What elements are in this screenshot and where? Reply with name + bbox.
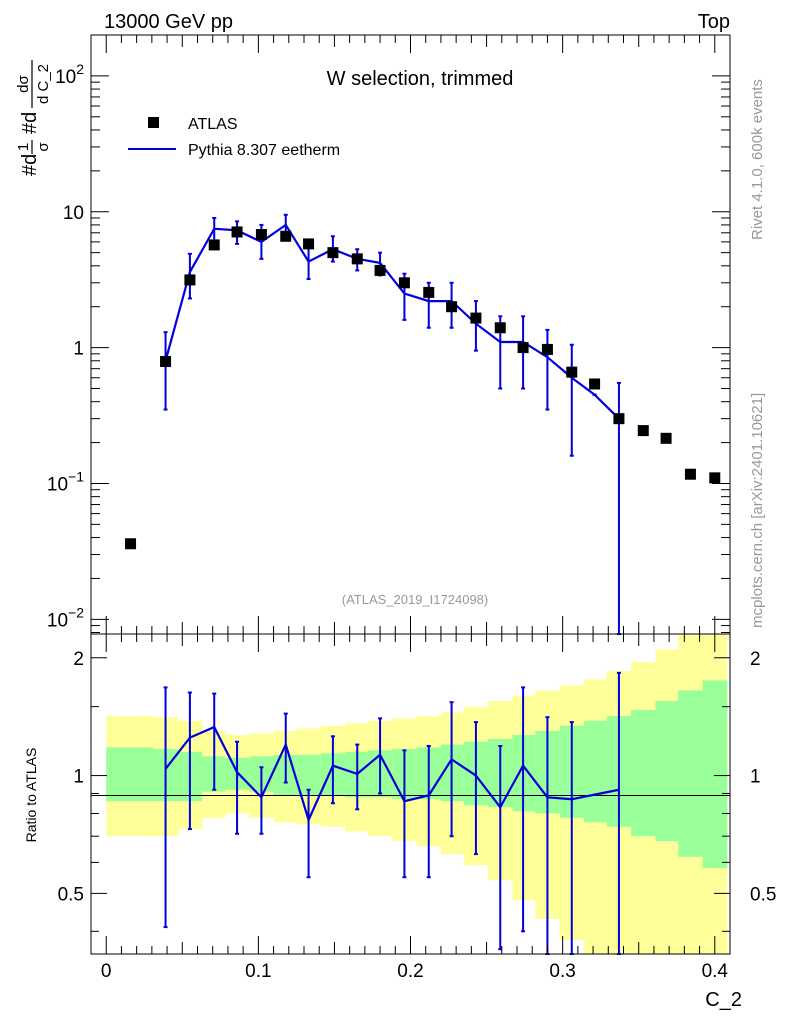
ratio-y-tick-label-right: 0.5 [750, 884, 776, 905]
xlabel: C_2 [705, 989, 742, 1011]
x-tick-label: 0.4 [702, 961, 729, 982]
mc-line [164, 223, 620, 420]
ratio-y-tick-label: 0.5 [58, 884, 84, 905]
inner-band-bin [631, 710, 656, 837]
data-point [446, 301, 458, 313]
rivet-label: Rivet 4.1.0, 600k events [749, 79, 766, 240]
inner-band-bin [702, 680, 728, 869]
ylabel-sigma: σ [35, 142, 52, 152]
data-point [589, 378, 601, 390]
inner-band-bin [512, 734, 536, 812]
ylabel-d-c2: d C_2 [35, 64, 52, 104]
data-point [351, 253, 363, 265]
y-tick-label: 102 [55, 61, 84, 88]
main-panel: 10−2 10−1 1 10 102 W selection, trimmed (ATL… [15, 34, 731, 635]
data-point [566, 366, 578, 378]
y-tick-label: 1 [73, 339, 84, 360]
data-point [374, 264, 386, 276]
data-point [327, 247, 339, 259]
watermark: (ATLAS_2019_I1724098) [342, 592, 488, 607]
mcplots-label: mcplots.cern.ch [arXiv:2401.10621] [749, 393, 766, 628]
main-frame [90, 34, 731, 635]
ratio-ylabel: Ratio to ATLAS [23, 748, 39, 843]
inner-band-bin [296, 754, 322, 796]
x-tick-label: 0.1 [245, 961, 271, 982]
y-tick-label: 10 [63, 203, 84, 224]
ylabel-hash-d-1: #d [19, 154, 41, 176]
header-left: 13000 GeV pp [104, 11, 233, 33]
main-ylabel: #d 1 σ #d dσ d C_2 [15, 60, 52, 176]
ratio-y-tick-label: 2 [73, 649, 84, 670]
y-tick-label: 10−1 [47, 468, 84, 495]
x-tick-label: 0.2 [397, 961, 423, 982]
data-point [255, 229, 267, 241]
ratio-y-tick-label-right: 1 [750, 767, 761, 788]
data-point [637, 425, 649, 437]
ratio-plot-area [163, 671, 621, 955]
data-point [231, 226, 243, 238]
legend: ATLAS Pythia 8.307 eetherm [128, 116, 340, 159]
main-axes: 10−2 10−1 1 10 102 [47, 34, 730, 634]
data-point [280, 230, 292, 242]
data-point [709, 472, 721, 484]
ratio-panel: 0.5 0.5 1 1 2 2 0 0.1 0.2 0.3 0.4 Ratio to ATLAS C… [23, 633, 776, 1011]
legend-data-label: ATLAS [188, 116, 238, 133]
inner-band-bin [106, 747, 154, 802]
data-point [613, 413, 625, 425]
legend-data-marker [148, 117, 159, 128]
inner-band-bin [678, 690, 704, 857]
data-point [470, 312, 482, 324]
data-point [541, 343, 553, 355]
data-point [184, 274, 196, 286]
ylabel-hash-d-2: #d [19, 112, 41, 134]
x-tick-label: 0.3 [549, 961, 575, 982]
ylabel-dsigma: dσ [15, 74, 32, 92]
header-right: Top [698, 11, 730, 33]
data-point [684, 468, 696, 480]
ratio-y-tick-label: 1 [73, 767, 84, 788]
ratio-bands [106, 634, 728, 954]
y-tick-label: 10−2 [47, 604, 84, 631]
data-point [208, 239, 220, 251]
data-point [660, 432, 672, 444]
inner-band-bin [440, 744, 465, 802]
x-tick-label: 0 [101, 961, 112, 982]
inner-band-bin [655, 701, 679, 842]
ratio-axes: 0.5 0.5 1 1 2 2 0 0.1 0.2 0.3 0.4 [58, 634, 776, 982]
main-title: W selection, trimmed [327, 68, 514, 90]
data-point [494, 322, 506, 334]
data-point [303, 238, 315, 250]
legend-mc-label: Pythia 8.307 eetherm [188, 142, 340, 159]
ylabel-frac-one: 1 [15, 143, 32, 151]
data-point [160, 356, 172, 368]
data-point [423, 286, 435, 298]
data-point [398, 277, 410, 289]
data-point [125, 538, 137, 550]
data-point [517, 342, 529, 354]
ratio-line [164, 725, 620, 824]
inner-band-bin [583, 720, 608, 823]
ratio-y-tick-label-right: 2 [750, 649, 761, 670]
main-plot-area [125, 213, 721, 635]
